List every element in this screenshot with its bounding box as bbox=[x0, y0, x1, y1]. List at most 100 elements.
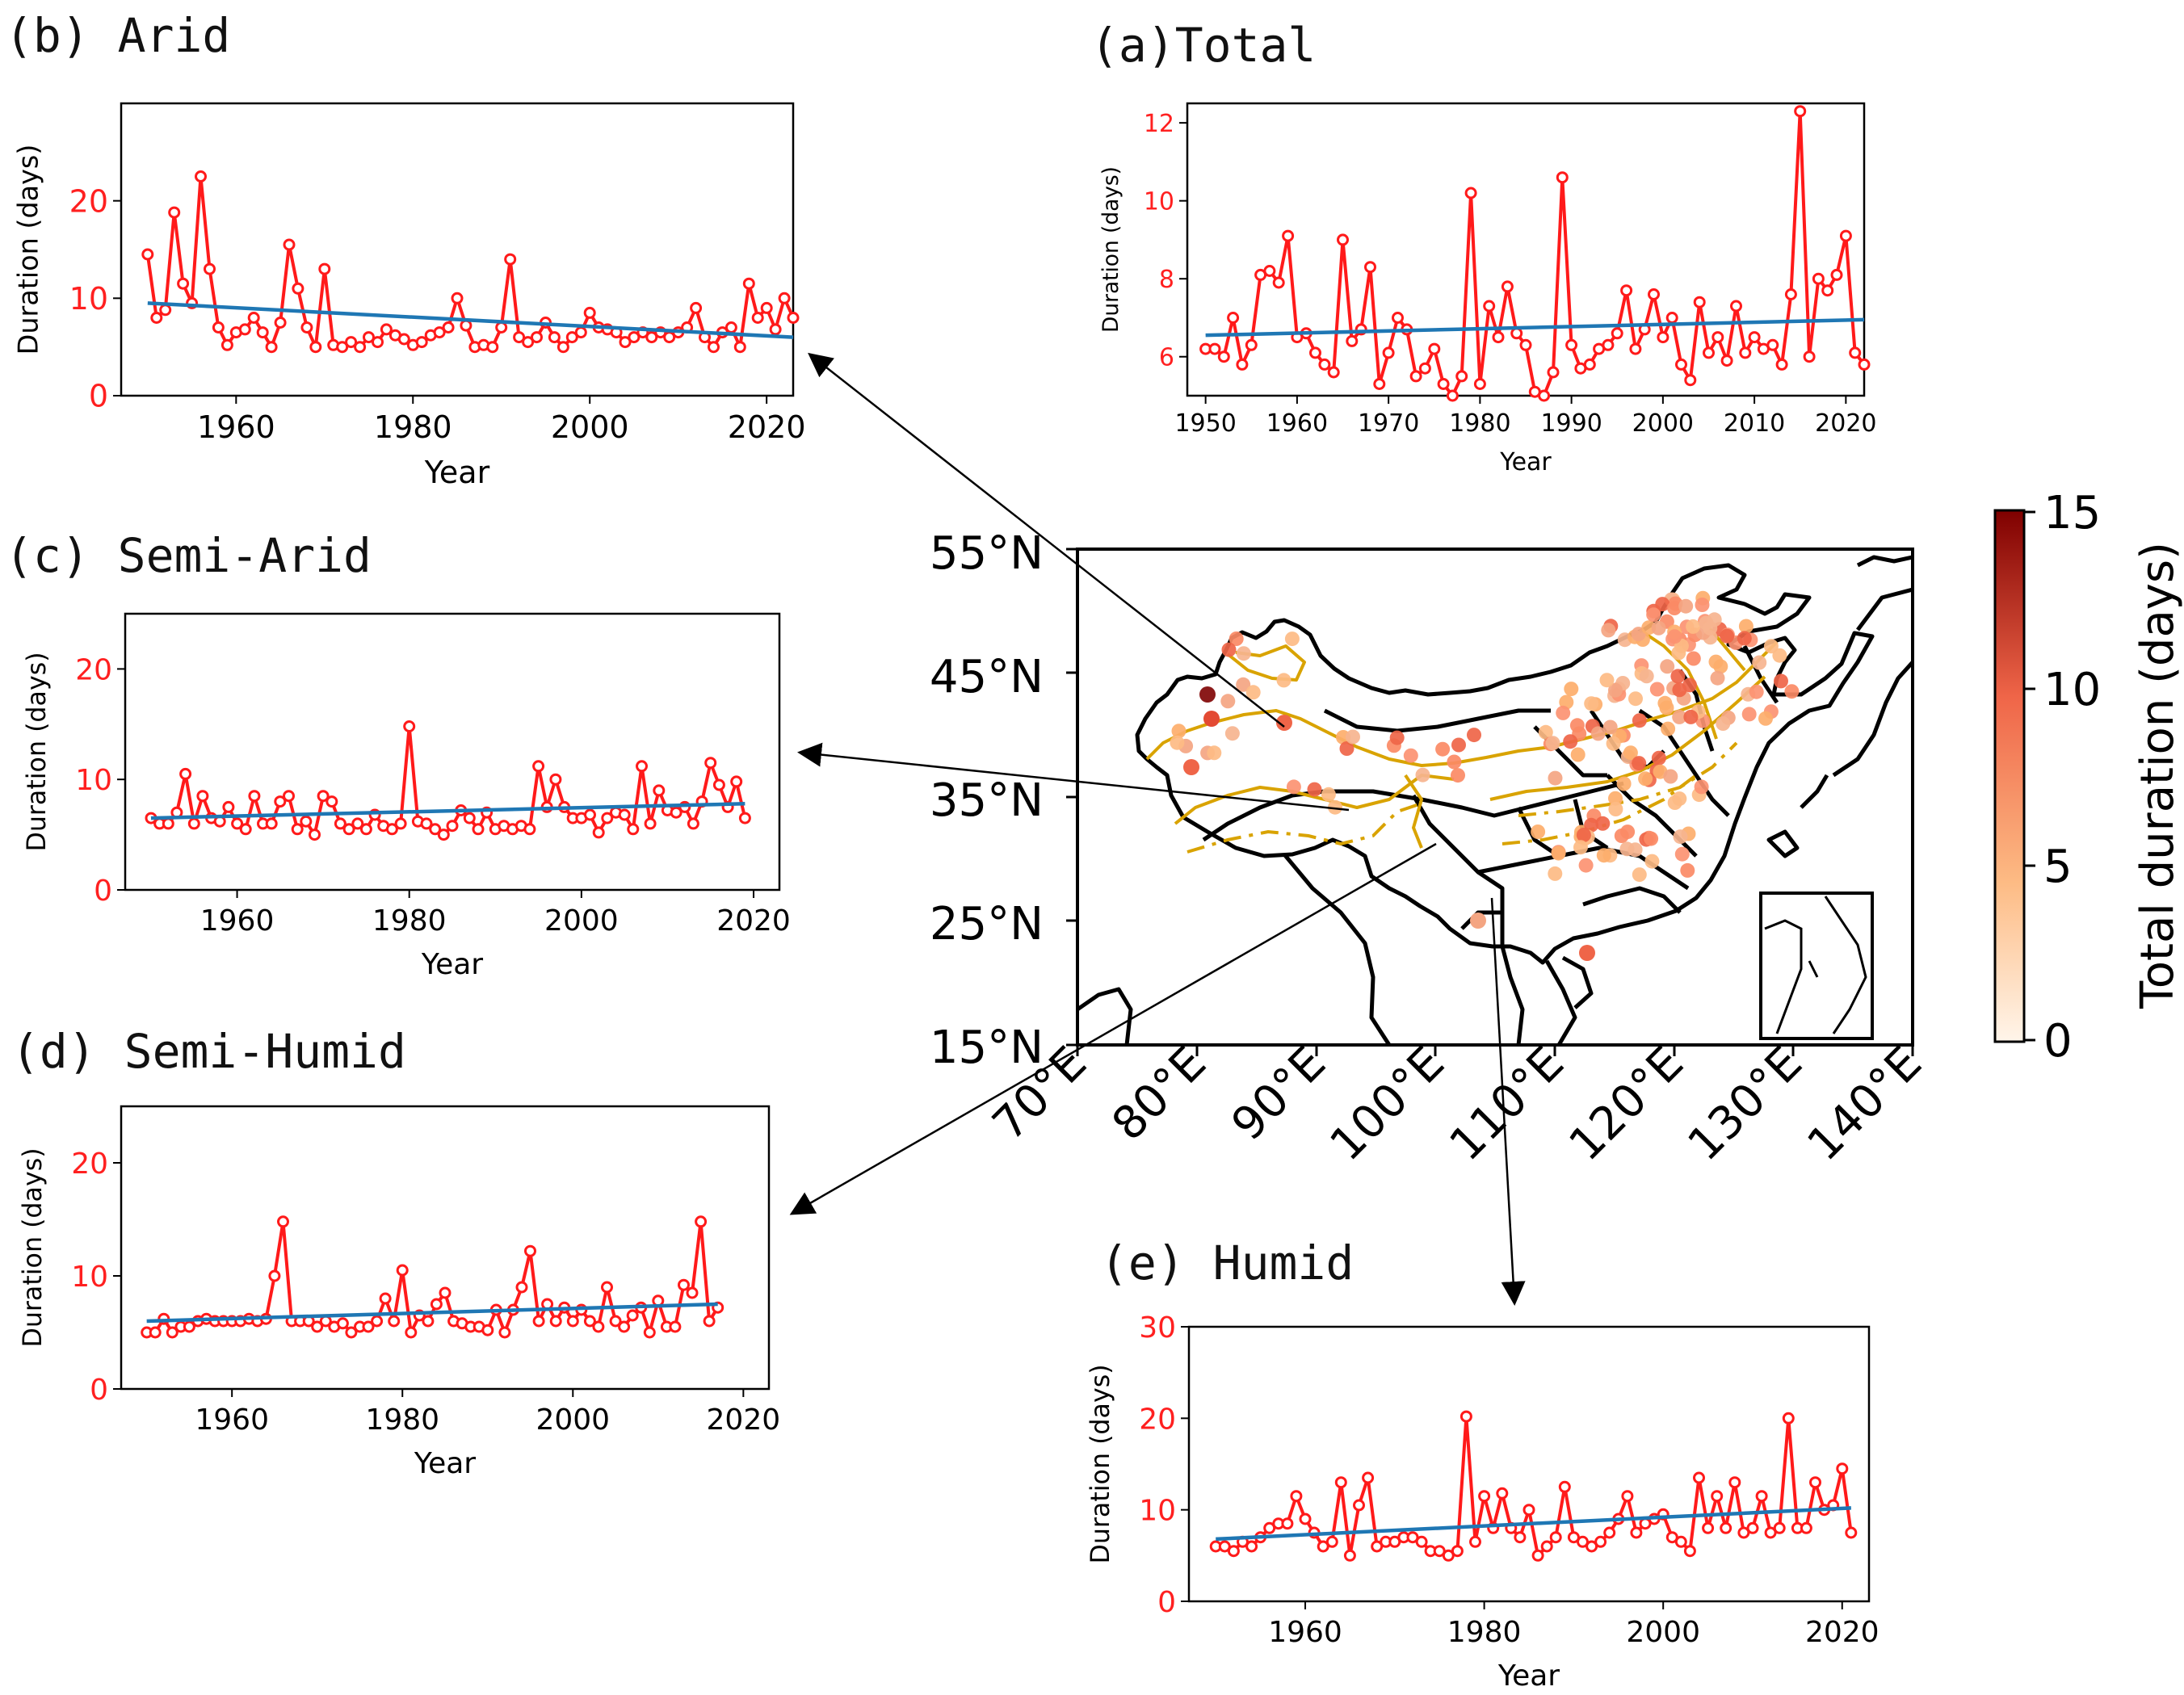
data-point bbox=[345, 1326, 358, 1339]
aridity-boundary-dashed bbox=[1186, 802, 1422, 854]
data-point bbox=[636, 760, 648, 773]
data-point bbox=[149, 1326, 162, 1339]
x-tick-label: 1980 bbox=[365, 1403, 439, 1437]
panel-e-title: (e) Humid bbox=[1100, 1236, 1354, 1290]
data-point bbox=[708, 341, 720, 354]
x-tick-label: 2010 bbox=[1724, 409, 1785, 438]
station-point bbox=[1307, 782, 1322, 797]
south-china-sea-inset bbox=[1759, 892, 1874, 1040]
data-point bbox=[239, 823, 252, 836]
data-point bbox=[1549, 1531, 1562, 1544]
data-point bbox=[712, 778, 725, 791]
station-point bbox=[1578, 858, 1594, 873]
data-point bbox=[371, 1315, 384, 1328]
data-point bbox=[1318, 358, 1331, 371]
y-tick-label: 20 bbox=[1139, 1403, 1176, 1436]
data-point bbox=[1836, 1462, 1849, 1475]
data-point bbox=[1353, 1499, 1365, 1512]
station-point bbox=[1606, 736, 1621, 751]
data-point bbox=[628, 331, 640, 344]
data-point bbox=[549, 1315, 562, 1328]
data-point bbox=[1469, 1535, 1481, 1548]
data-point bbox=[1594, 1535, 1607, 1548]
y-axis-label: Duration (days) bbox=[12, 145, 44, 355]
arrow-to-semi-arid bbox=[797, 742, 1350, 812]
data-point bbox=[345, 336, 358, 349]
data-point bbox=[522, 336, 535, 349]
data-point bbox=[1236, 358, 1249, 371]
colorbar-tick: 15 bbox=[2043, 487, 2101, 539]
data-point bbox=[274, 317, 287, 329]
data-point bbox=[1540, 1540, 1553, 1553]
data-point bbox=[187, 817, 200, 830]
data-point bbox=[1437, 378, 1450, 390]
station-point bbox=[1228, 631, 1244, 646]
data-point bbox=[1371, 1540, 1384, 1553]
plot-frame bbox=[120, 102, 795, 397]
data-point bbox=[523, 823, 536, 836]
data-point bbox=[1784, 288, 1797, 300]
data-point bbox=[248, 790, 261, 803]
data-point bbox=[336, 341, 349, 354]
data-point bbox=[1586, 1540, 1598, 1553]
data-point bbox=[1282, 229, 1295, 242]
data-point bbox=[274, 795, 287, 808]
data-point bbox=[1388, 1535, 1401, 1548]
data-point bbox=[574, 326, 587, 339]
x-tick-label: 2020 bbox=[707, 1403, 781, 1437]
data-point bbox=[1325, 1535, 1338, 1548]
panel-a-total-chart: 6 8 10 12 1950 1960 1970 1980 1990 2000 2010 2020 Ye… bbox=[1098, 102, 1877, 476]
data-point bbox=[1830, 268, 1843, 281]
data-point bbox=[695, 1215, 708, 1228]
data-point bbox=[1346, 334, 1359, 347]
data-point bbox=[1245, 1540, 1258, 1553]
data-point bbox=[1665, 312, 1678, 324]
data-point bbox=[1720, 1521, 1732, 1534]
data-point bbox=[1730, 300, 1742, 313]
data-point bbox=[742, 277, 755, 290]
data-point bbox=[394, 817, 407, 830]
panel-c-semi-arid-chart: 0 10 20 1960 1980 2000 2020 Year Duration (days) bbox=[23, 612, 791, 981]
station-point bbox=[1339, 741, 1354, 756]
lon-label: 120°E bbox=[1560, 1037, 1694, 1171]
x-tick-label: 2020 bbox=[716, 904, 791, 938]
data-point bbox=[1693, 296, 1706, 308]
data-point bbox=[1337, 233, 1349, 246]
data-point bbox=[1281, 1517, 1294, 1530]
y-tick-label: 8 bbox=[1159, 266, 1174, 294]
data-point bbox=[1299, 1512, 1312, 1525]
data-point bbox=[1693, 1471, 1705, 1484]
station-point bbox=[1673, 829, 1688, 845]
station-point bbox=[1451, 737, 1466, 753]
data-point bbox=[1630, 1526, 1643, 1539]
data-point bbox=[150, 312, 163, 324]
lon-label: 90°E bbox=[1222, 1037, 1336, 1151]
data-point bbox=[592, 1320, 605, 1333]
data-point bbox=[1460, 1410, 1472, 1423]
station-point bbox=[1716, 716, 1731, 731]
data-point bbox=[644, 817, 657, 830]
data-point bbox=[1382, 346, 1395, 359]
y-tick-label: 0 bbox=[94, 875, 112, 908]
data-point bbox=[222, 800, 235, 813]
data-point bbox=[481, 1324, 494, 1336]
x-tick-label: 1980 bbox=[372, 904, 447, 938]
colorbar-tick: 10 bbox=[2043, 664, 2101, 716]
data-point bbox=[439, 1286, 452, 1299]
data-point bbox=[422, 1315, 435, 1328]
data-point bbox=[403, 720, 416, 732]
data-point bbox=[1782, 1412, 1795, 1424]
station-point bbox=[1556, 705, 1571, 720]
station-point bbox=[1203, 711, 1220, 727]
station-point bbox=[1321, 787, 1336, 802]
data-point bbox=[1473, 378, 1486, 390]
station-point bbox=[1672, 791, 1687, 807]
station-point bbox=[1171, 724, 1186, 739]
panel-b-title: (b) Arid bbox=[5, 8, 231, 63]
panel-b-arid-chart: 0 10 20 1960 1980 2000 2020 Year Duration (days) bbox=[12, 102, 806, 490]
data-point bbox=[760, 301, 773, 314]
trend-line bbox=[1205, 317, 1865, 338]
x-tick-label: 1980 bbox=[1447, 1616, 1522, 1649]
data-point bbox=[238, 323, 251, 336]
